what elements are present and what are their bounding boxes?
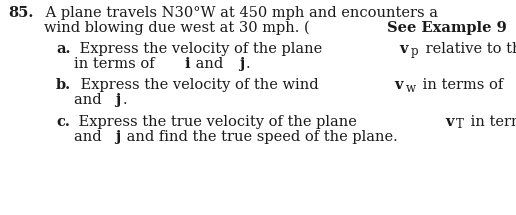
Text: i: i <box>184 57 189 71</box>
Text: and: and <box>191 57 228 71</box>
Text: j: j <box>239 57 244 71</box>
Text: in terms of: in terms of <box>74 57 159 71</box>
Text: relative to the air: relative to the air <box>421 42 516 56</box>
Text: Express the velocity of the wind: Express the velocity of the wind <box>75 78 323 92</box>
Text: 85.: 85. <box>8 6 34 20</box>
Text: T: T <box>456 118 464 132</box>
Text: in terms of: in terms of <box>466 115 516 129</box>
Text: and: and <box>74 130 106 144</box>
Text: See Example 9: See Example 9 <box>386 21 507 35</box>
Text: and find the true speed of the plane.: and find the true speed of the plane. <box>122 130 398 144</box>
Text: p: p <box>411 46 418 58</box>
Text: v: v <box>400 42 408 56</box>
Text: wind blowing due west at 30 mph. (: wind blowing due west at 30 mph. ( <box>44 21 310 35</box>
Text: b.: b. <box>56 78 71 92</box>
Text: Express the velocity of the plane: Express the velocity of the plane <box>75 42 327 56</box>
Text: v: v <box>395 78 403 92</box>
Text: w: w <box>406 81 415 95</box>
Text: .: . <box>246 57 250 71</box>
Text: c.: c. <box>56 115 70 129</box>
Text: v: v <box>445 115 454 129</box>
Text: a.: a. <box>56 42 71 56</box>
Text: j: j <box>116 130 121 144</box>
Text: .: . <box>122 93 127 107</box>
Text: in terms of: in terms of <box>418 78 508 92</box>
Text: A plane travels N30°W at 450 mph and encounters a: A plane travels N30°W at 450 mph and enc… <box>41 6 438 20</box>
Text: Express the true velocity of the plane: Express the true velocity of the plane <box>74 115 361 129</box>
Text: j: j <box>116 93 121 107</box>
Text: and: and <box>74 93 106 107</box>
